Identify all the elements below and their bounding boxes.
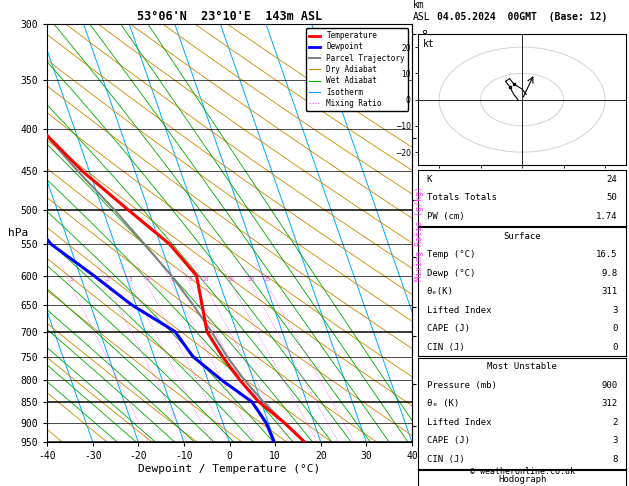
- Text: 15: 15: [228, 278, 235, 282]
- Text: 1.74: 1.74: [596, 212, 618, 221]
- Text: 50: 50: [607, 193, 618, 202]
- Text: 0: 0: [612, 343, 618, 351]
- Text: 04.05.2024  00GMT  (Base: 12): 04.05.2024 00GMT (Base: 12): [437, 12, 607, 22]
- Text: hPa: hPa: [8, 228, 28, 238]
- Text: θₑ(K): θₑ(K): [426, 287, 454, 296]
- Text: kt: kt: [423, 39, 434, 49]
- Text: CAPE (J): CAPE (J): [426, 324, 470, 333]
- Text: 900: 900: [601, 381, 618, 390]
- Text: CIN (J): CIN (J): [426, 455, 464, 464]
- Text: CAPE (J): CAPE (J): [426, 436, 470, 445]
- Text: PW (cm): PW (cm): [426, 212, 464, 221]
- Text: 1: 1: [69, 278, 72, 282]
- Text: Mixing Ratio (g/kg): Mixing Ratio (g/kg): [415, 186, 424, 281]
- Text: Totals Totals: Totals Totals: [426, 193, 496, 202]
- Text: 20: 20: [248, 278, 255, 282]
- Text: 2: 2: [106, 278, 109, 282]
- Legend: Temperature, Dewpoint, Parcel Trajectory, Dry Adiabat, Wet Adiabat, Isotherm, Mi: Temperature, Dewpoint, Parcel Trajectory…: [306, 28, 408, 111]
- Text: Pressure (mb): Pressure (mb): [426, 381, 496, 390]
- Text: 4: 4: [145, 278, 149, 282]
- Title: 53°06'N  23°10'E  143m ASL: 53°06'N 23°10'E 143m ASL: [137, 10, 322, 23]
- Text: 8: 8: [612, 455, 618, 464]
- Text: 3: 3: [612, 306, 618, 314]
- Text: 0: 0: [612, 324, 618, 333]
- Text: Most Unstable: Most Unstable: [487, 363, 557, 371]
- Text: 2: 2: [612, 418, 618, 427]
- Text: km
ASL: km ASL: [413, 0, 431, 22]
- Text: 25: 25: [263, 278, 270, 282]
- Text: Lifted Index: Lifted Index: [426, 418, 491, 427]
- Text: Surface: Surface: [503, 232, 541, 241]
- Text: 3: 3: [612, 436, 618, 445]
- X-axis label: Dewpoint / Temperature (°C): Dewpoint / Temperature (°C): [138, 464, 321, 474]
- Text: CIN (J): CIN (J): [426, 343, 464, 351]
- Text: Dewp (°C): Dewp (°C): [426, 269, 475, 278]
- Text: 8: 8: [188, 278, 192, 282]
- Text: 3: 3: [129, 278, 133, 282]
- Text: 16.5: 16.5: [596, 250, 618, 259]
- Text: 10: 10: [201, 278, 208, 282]
- Text: θₑ (K): θₑ (K): [426, 399, 459, 408]
- Text: Hodograph: Hodograph: [498, 475, 546, 484]
- Text: Temp (°C): Temp (°C): [426, 250, 475, 259]
- Text: 9.8: 9.8: [601, 269, 618, 278]
- Text: 6: 6: [170, 278, 174, 282]
- Text: 311: 311: [601, 287, 618, 296]
- Text: © weatheronline.co.uk: © weatheronline.co.uk: [470, 467, 574, 476]
- Text: K: K: [426, 175, 432, 184]
- Text: 24: 24: [607, 175, 618, 184]
- Text: Lifted Index: Lifted Index: [426, 306, 491, 314]
- Text: 312: 312: [601, 399, 618, 408]
